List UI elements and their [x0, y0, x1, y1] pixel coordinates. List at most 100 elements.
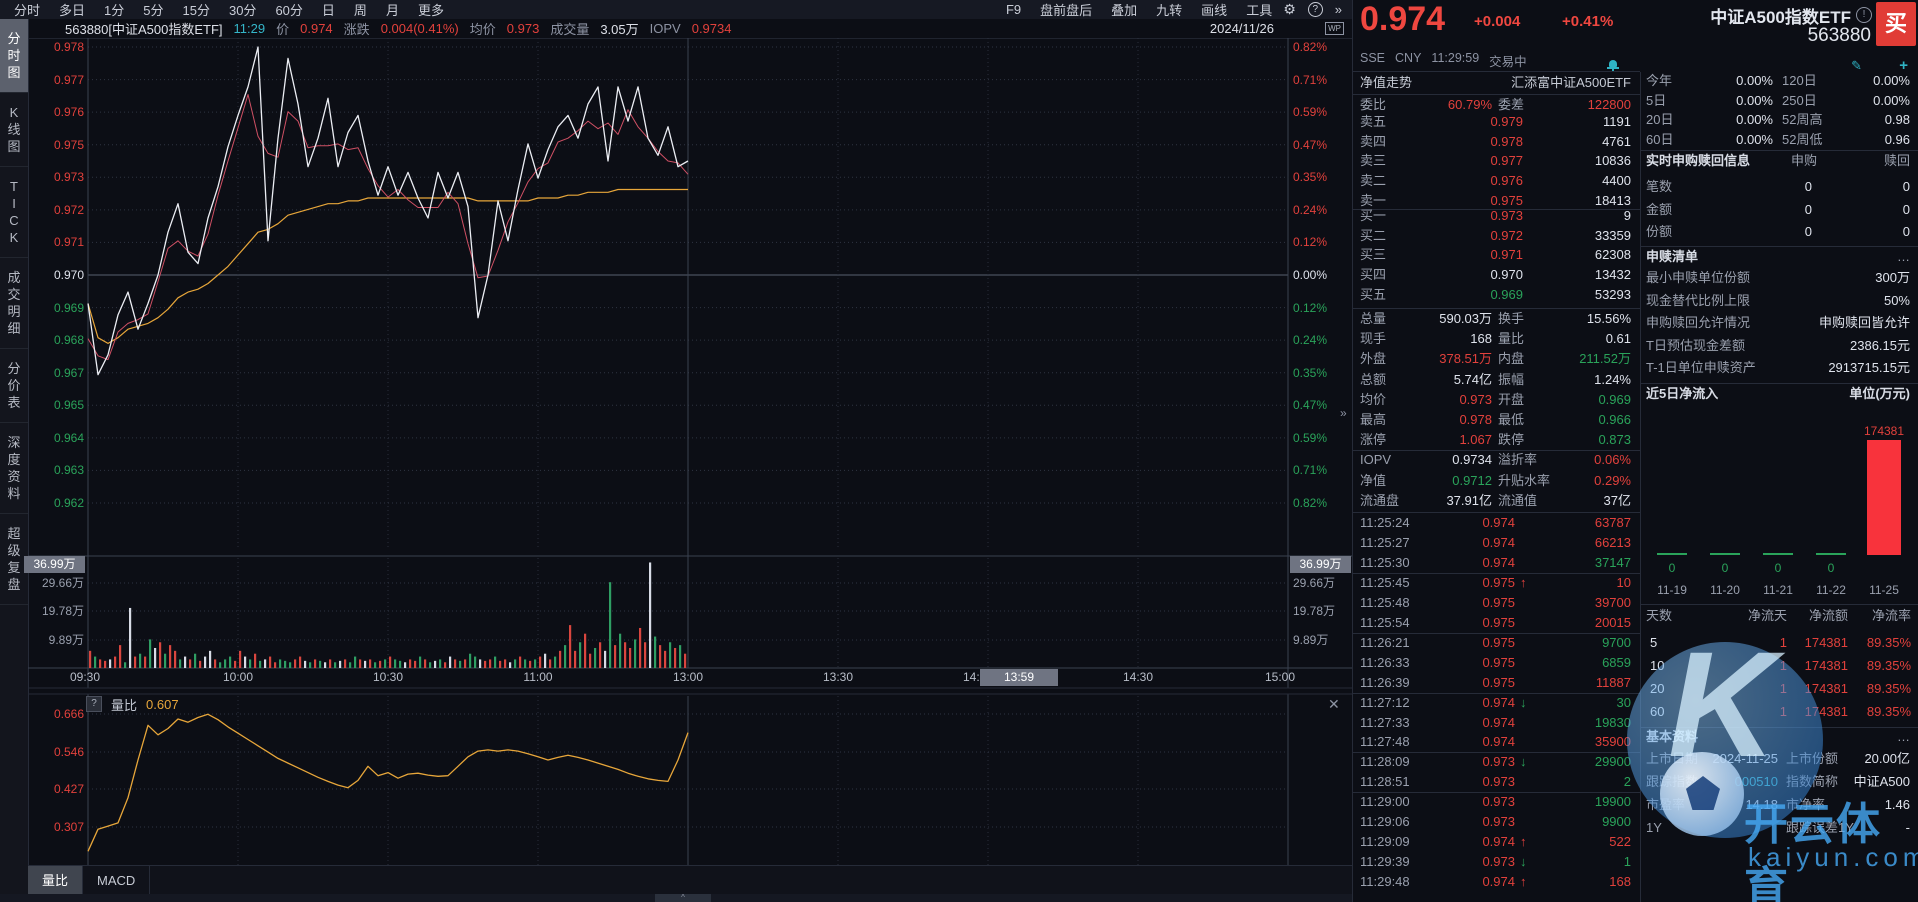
alert-bell-icon[interactable] — [1607, 59, 1619, 71]
tick-row[interactable]: 11:27:12 0.974 ↓ 30 — [1352, 694, 1640, 712]
menu-item-2[interactable]: 1分 — [104, 3, 125, 18]
bid-row[interactable]: 买二 0.972 33359 — [1352, 227, 1640, 245]
buy-button[interactable]: 买 — [1876, 2, 1916, 46]
tick-row[interactable]: 11:29:48 0.974 ↑ 168 — [1352, 873, 1640, 891]
stat-label: IOPV — [1360, 452, 1392, 468]
tick-row[interactable]: 11:29:00 0.973 19900 — [1352, 793, 1640, 811]
bid-row[interactable]: 买五 0.969 53293 — [1352, 286, 1640, 304]
tick-row[interactable]: 11:29:06 0.973 9900 — [1352, 813, 1640, 831]
realtime-section-header: 实时申购赎回信息 申购 赎回 — [1640, 152, 1918, 170]
tick-volume: 2 — [1623, 774, 1631, 790]
bid-row[interactable]: 买三 0.971 62308 — [1352, 246, 1640, 264]
bid-row[interactable]: 买四 0.970 13432 — [1352, 266, 1640, 284]
level-volume: 1191 — [1603, 114, 1631, 129]
tick-row[interactable]: 11:25:48 0.975 39700 — [1352, 594, 1640, 612]
row-value: 0 — [1804, 201, 1812, 217]
ask-row[interactable]: 卖一 0.975 18413 — [1352, 192, 1640, 210]
menu-item-0[interactable]: 分时 — [14, 3, 41, 18]
ask-row[interactable]: 卖二 0.976 4400 — [1352, 172, 1640, 190]
sidebar-item-6[interactable]: 超级复盘 — [0, 514, 28, 605]
menu-right-item-5[interactable]: 工具 — [1246, 3, 1273, 18]
level-price: 0.973 — [1490, 208, 1523, 223]
panel-resize-handle[interactable]: ^ — [655, 894, 711, 902]
current-time: 11:29 — [233, 21, 266, 36]
tab-MACD[interactable]: MACD — [83, 866, 151, 895]
stat-label: 流通盘 — [1360, 492, 1400, 508]
stat-label: 换手 — [1498, 311, 1525, 326]
tick-row[interactable]: 11:25:27 0.974 66213 — [1352, 534, 1640, 552]
level-price: 0.975 — [1490, 192, 1523, 208]
level-label: 买四 — [1360, 267, 1387, 283]
volume-label: 成交量 — [550, 22, 590, 37]
tick-volume: 29900 — [1594, 754, 1631, 770]
menu-right-item-4[interactable]: 画线 — [1201, 3, 1228, 18]
menu-right-item-1[interactable]: 盘前盘后 — [1040, 3, 1093, 18]
tick-row[interactable]: 11:27:48 0.974 35900 — [1352, 733, 1640, 751]
edit-pencil-icon[interactable]: ✎ — [1851, 58, 1862, 73]
sidebar-item-0[interactable]: 分时图 — [0, 19, 28, 93]
quote-time: 11:29:59 — [1431, 51, 1480, 65]
menu-item-3[interactable]: 5分 — [143, 3, 164, 18]
price-axis-tick: 0.976 — [53, 105, 84, 120]
chevrons-right-icon[interactable]: » — [1334, 2, 1342, 17]
tick-row[interactable]: 11:27:33 0.974 19830 — [1352, 714, 1640, 732]
sidebar-item-4[interactable]: 分价表 — [0, 349, 28, 423]
menu-item-5[interactable]: 30分 — [228, 3, 257, 18]
menu-right-item-0[interactable]: F9 — [1005, 2, 1022, 17]
tick-row[interactable]: 11:29:39 0.973 ↓ 1 — [1352, 853, 1640, 871]
menu-item-10[interactable]: 更多 — [417, 3, 444, 18]
tick-time: 11:26:33 — [1360, 654, 1410, 670]
ask-row[interactable]: 卖五 0.979 1191 — [1352, 113, 1640, 131]
level-price: 0.977 — [1490, 153, 1523, 169]
performance-row: 今年 0.00% 120日 0.00% — [1640, 72, 1918, 90]
tick-row[interactable]: 11:25:54 0.975 20015 — [1352, 614, 1640, 632]
menu-item-1[interactable]: 多日 — [59, 3, 86, 18]
ask-row[interactable]: 卖三 0.977 10836 — [1352, 152, 1640, 170]
intraday-chart[interactable] — [28, 38, 1352, 870]
tab-量比[interactable]: 量比 — [28, 866, 84, 895]
tick-row[interactable]: 11:28:51 0.973 2 — [1352, 773, 1640, 791]
row-label: 笔数 — [1646, 179, 1673, 194]
tick-row[interactable]: 11:25:24 0.974 63787 — [1352, 514, 1640, 532]
menu-right-item-2[interactable]: 叠加 — [1111, 3, 1138, 18]
menu-item-7[interactable]: 日 — [321, 3, 335, 18]
bid-row[interactable]: 买一 0.973 9 — [1352, 207, 1640, 225]
basic-row: 1Y 跟踪误差1Y - — [1640, 819, 1918, 837]
more-icon[interactable]: … — [1897, 249, 1910, 264]
more-icon[interactable]: … — [1897, 729, 1910, 744]
performance-row: 60日 0.00% 52周低 0.96 — [1640, 131, 1918, 149]
sidebar-item-3[interactable]: 成交明细 — [0, 258, 28, 349]
add-plus-icon[interactable]: + — [1899, 57, 1908, 74]
menu-item-6[interactable]: 60分 — [275, 3, 303, 18]
tick-row[interactable]: 11:28:09 0.973 ↓ 29900 — [1352, 753, 1640, 771]
tick-row[interactable]: 11:25:30 0.974 37147 — [1352, 554, 1640, 572]
tick-row[interactable]: 11:26:39 0.975 11887 — [1352, 674, 1640, 692]
bottom-scrollbar[interactable]: ^ — [0, 894, 1352, 902]
level-label: 买五 — [1360, 286, 1387, 302]
gear-icon[interactable]: ⚙ — [1283, 1, 1296, 17]
sidebar-item-5[interactable]: 深度资料 — [0, 423, 28, 514]
info-icon[interactable]: ! — [1856, 7, 1872, 23]
menu-item-9[interactable]: 月 — [385, 3, 399, 18]
tick-row[interactable]: 11:25:45 0.975 ↑ 10 — [1352, 574, 1640, 592]
collapse-panel-icon[interactable]: » — [1340, 406, 1347, 420]
tick-row[interactable]: 11:26:33 0.975 6859 — [1352, 654, 1640, 672]
help-icon[interactable]: ? — [86, 696, 102, 712]
tick-volume: 10 — [1616, 574, 1631, 590]
tick-row[interactable]: 11:26:21 0.975 9700 — [1352, 634, 1640, 652]
price-value: 0.974 — [300, 21, 333, 36]
menu-right-item-3[interactable]: 九转 — [1156, 3, 1183, 18]
perf-label: 60日 — [1646, 131, 1674, 147]
menu-item-4[interactable]: 15分 — [182, 3, 210, 18]
ask-row[interactable]: 卖四 0.978 4761 — [1352, 133, 1640, 151]
menu-item-8[interactable]: 周 — [353, 3, 367, 18]
help-icon[interactable]: ? — [1307, 2, 1323, 17]
tick-row[interactable]: 11:29:09 0.974 ↑ 522 — [1352, 833, 1640, 851]
stat-label: 最高 — [1360, 412, 1387, 427]
tick-price: 0.974 — [1482, 734, 1515, 750]
perf-label: 52周高 — [1782, 112, 1823, 127]
row-value: 中证A500 — [1853, 774, 1910, 789]
close-icon[interactable]: ✕ — [1328, 696, 1340, 712]
